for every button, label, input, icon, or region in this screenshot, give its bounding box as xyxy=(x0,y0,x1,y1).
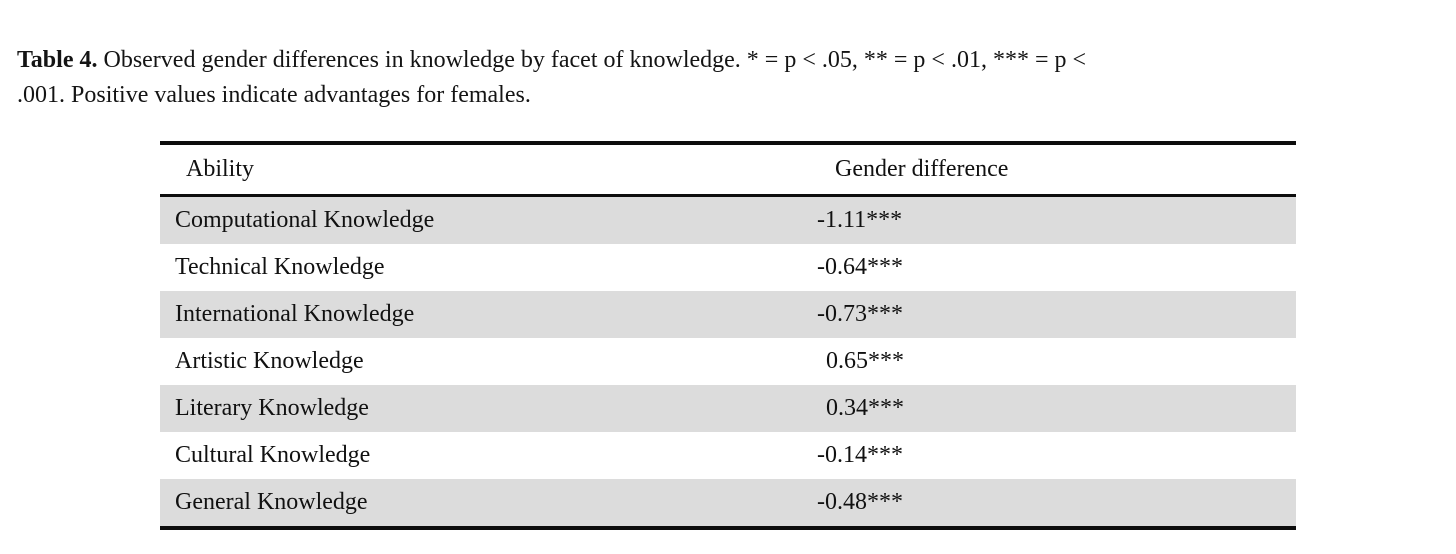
ability-cell: Cultural Knowledge xyxy=(175,442,371,468)
gender-difference-cell: -0.14*** xyxy=(817,442,903,468)
table-container: Ability Gender difference Computational … xyxy=(160,141,1296,530)
column-header-ability: Ability xyxy=(160,143,817,197)
table-row: Literary Knowledge 0.34*** xyxy=(160,385,1296,432)
table-row: International Knowledge -0.73*** xyxy=(160,291,1296,338)
caption-table-number: Table 4. xyxy=(17,47,98,73)
ability-cell: General Knowledge xyxy=(175,489,368,515)
table-row: General Knowledge -0.48*** xyxy=(160,479,1296,528)
header-row: Ability Gender difference xyxy=(160,143,1296,197)
caption-line-2: .001. Positive values indicate advantage… xyxy=(17,82,531,108)
gender-difference-cell: -0.64*** xyxy=(817,254,903,280)
table-header: Ability Gender difference xyxy=(160,143,1296,197)
gender-differences-table: Ability Gender difference Computational … xyxy=(160,141,1296,530)
gender-difference-cell: 0.34*** xyxy=(826,395,904,421)
ability-cell: International Knowledge xyxy=(175,301,415,327)
ability-cell: Technical Knowledge xyxy=(175,254,385,280)
gender-difference-cell: -0.48*** xyxy=(817,489,903,515)
caption-line-1: Table 4. Observed gender differences in … xyxy=(17,43,1447,78)
table-row: Cultural Knowledge -0.14*** xyxy=(160,432,1296,479)
column-header-gender-difference: Gender difference xyxy=(817,143,1296,197)
table-caption: Table 4. Observed gender differences in … xyxy=(17,43,1447,113)
ability-cell: Computational Knowledge xyxy=(175,207,435,233)
gender-difference-cell: -0.73*** xyxy=(817,301,903,327)
caption-line-1-text: Observed gender differences in knowledge… xyxy=(103,47,1087,73)
table-row: Technical Knowledge -0.64*** xyxy=(160,244,1296,291)
table-body: Computational Knowledge -1.11*** Technical… xyxy=(160,195,1296,528)
table-row: Computational Knowledge -1.11*** xyxy=(160,195,1296,244)
table-row: Artistic Knowledge 0.65*** xyxy=(160,338,1296,385)
gender-difference-cell: 0.65*** xyxy=(826,348,904,374)
ability-cell: Literary Knowledge xyxy=(175,395,369,421)
ability-cell: Artistic Knowledge xyxy=(175,348,364,374)
gender-difference-cell: -1.11*** xyxy=(817,207,903,233)
